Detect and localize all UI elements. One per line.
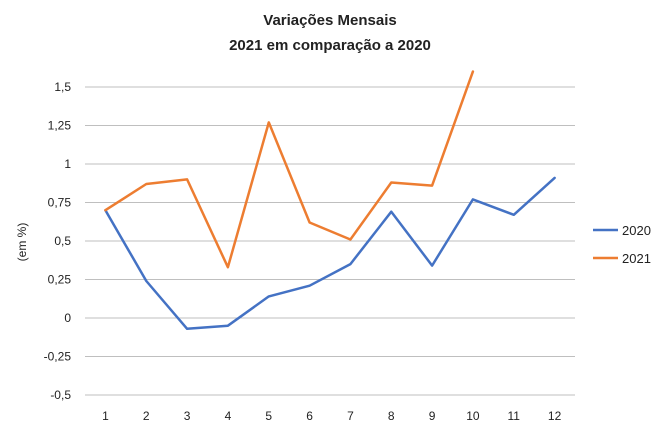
legend-label: 2021: [622, 251, 651, 266]
chart-title-line1: Variações Mensais: [263, 12, 396, 29]
x-tick-label: 1: [102, 409, 109, 423]
y-tick-label: 1,5: [54, 80, 71, 94]
x-tick-label: 4: [225, 409, 232, 423]
x-tick-label: 3: [184, 409, 191, 423]
legend-label: 2020: [622, 223, 651, 238]
y-axis-label: (em %): [15, 223, 29, 262]
y-tick-label: -0,25: [44, 350, 72, 364]
series-line-2020: [104, 176, 556, 331]
y-tick-label: -0,5: [50, 388, 71, 402]
x-tick-label: 10: [466, 409, 480, 423]
y-tick-label: 0,25: [48, 273, 72, 287]
y-tick-label: 1,25: [48, 119, 72, 133]
x-tick-label: 2: [143, 409, 150, 423]
y-tick-label: 0,5: [54, 234, 71, 248]
x-tick-label: 6: [306, 409, 313, 423]
x-tick-label: 12: [548, 409, 562, 423]
y-tick-label: 0: [64, 311, 71, 325]
x-tick-label: 8: [388, 409, 395, 423]
chart-title-line2: 2021 em comparação a 2020: [229, 37, 431, 54]
y-tick-label: 0,75: [48, 196, 72, 210]
y-tick-label: 1: [64, 157, 71, 171]
series-line-2021: [104, 70, 475, 269]
x-tick-label: 11: [508, 409, 521, 423]
x-tick-label: 9: [429, 409, 436, 423]
x-tick-label: 7: [347, 409, 354, 423]
x-tick-label: 5: [265, 409, 272, 423]
